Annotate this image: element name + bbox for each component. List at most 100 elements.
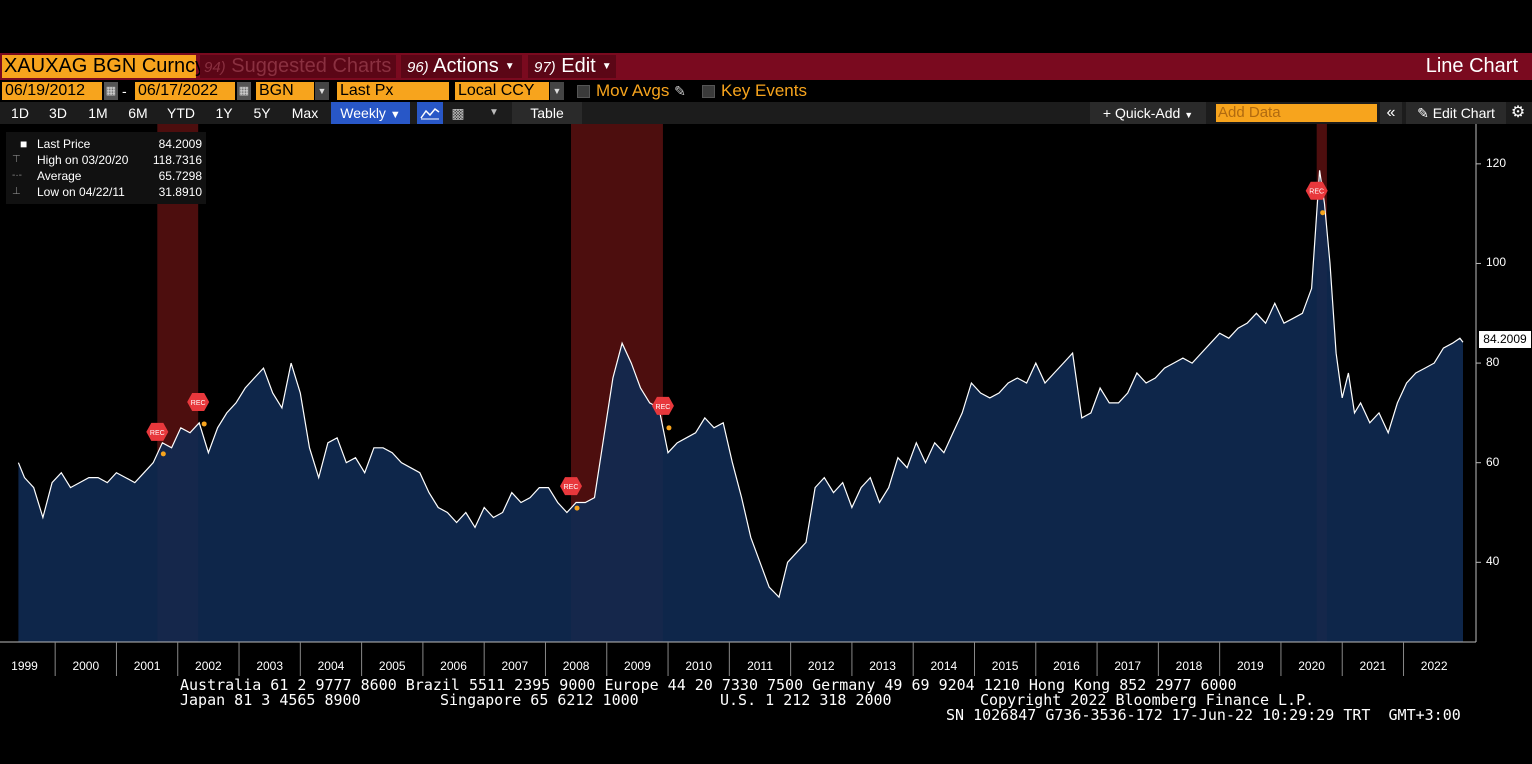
- axes: 1999 2000 2001 2002 2003 2004 2005 2006 2007 2008…: [0, 124, 1481, 676]
- ticker-field[interactable]: XAUXAG BGN Curncy: [2, 55, 206, 78]
- period-button-5y[interactable]: 5Y: [253, 105, 271, 121]
- footer-japan: Japan 81 3 4565 8900: [180, 691, 361, 709]
- legend-row-average: -·- Average 65.7298: [6, 168, 206, 184]
- recession-marker[interactable]: REC: [187, 392, 210, 427]
- period-button-6m[interactable]: 6M: [128, 105, 148, 121]
- edit-chart-label: Edit Chart: [1432, 105, 1495, 121]
- footer-us: U.S. 1 212 318 2000: [720, 691, 892, 709]
- legend-high-value: 118.7316: [152, 153, 202, 167]
- line-chart-glyph: [420, 107, 440, 120]
- x-tick-label: 2007: [501, 659, 528, 673]
- x-tick-label: 2016: [1053, 659, 1080, 673]
- x-tick-label: 2006: [440, 659, 467, 673]
- calendar-icon[interactable]: ▦: [237, 82, 251, 100]
- footer-copyright: Copyright 2022 Bloomberg Finance L.P.: [980, 691, 1315, 709]
- legend-panel: ■ Last Price 84.2009 ⊤ High on 03/20/20 …: [6, 132, 206, 204]
- line-chart-icon[interactable]: [417, 102, 443, 124]
- recession-marker[interactable]: REC: [1305, 181, 1328, 216]
- actions-menu[interactable]: 96) Actions ▼: [401, 55, 522, 78]
- suggested-charts-number: 94): [204, 59, 226, 76]
- x-tick-label: 2001: [134, 659, 161, 673]
- edit-number: 97): [534, 59, 556, 76]
- recession-marker[interactable]: REC: [146, 422, 169, 457]
- legend-row-last: ■ Last Price 84.2009: [6, 136, 206, 152]
- x-tick-label: 2008: [563, 659, 590, 673]
- x-tick-label: 2017: [1114, 659, 1141, 673]
- x-tick-label: 2022: [1421, 659, 1448, 673]
- x-tick-label: 2015: [992, 659, 1019, 673]
- dropdown-arrow-icon[interactable]: ▼: [550, 82, 564, 100]
- period-button-1y[interactable]: 1Y: [215, 105, 233, 121]
- mov-avgs-label[interactable]: Mov Avgs ✎: [596, 81, 686, 101]
- dropdown-arrow-icon[interactable]: ▼: [315, 82, 329, 100]
- x-tick-label: 2019: [1237, 659, 1264, 673]
- edit-chart-button[interactable]: ✎ Edit Chart: [1406, 102, 1506, 124]
- end-date-field[interactable]: 06/17/2022: [135, 82, 235, 100]
- currency-selector[interactable]: Local CCY: [455, 82, 549, 100]
- x-tick-label: 2014: [930, 659, 957, 673]
- x-tick-label: 2003: [256, 659, 283, 673]
- y-tick-label: 80: [1486, 355, 1500, 370]
- y-tick-label: 120: [1486, 155, 1507, 170]
- period-button-3d[interactable]: 3D: [49, 105, 67, 121]
- recession-marker[interactable]: REC: [560, 477, 583, 511]
- calendar-icon[interactable]: ▦: [104, 82, 118, 100]
- period-button-1d[interactable]: 1D: [11, 105, 29, 121]
- x-tick-label: 2000: [72, 659, 99, 673]
- recession-markers: REC REC REC REC REC: [146, 181, 1328, 511]
- quick-add-dropdown[interactable]: + Quick-Add ▼: [1090, 102, 1206, 124]
- mov-avgs-checkbox[interactable]: [577, 85, 590, 98]
- chevron-down-icon: ▼: [389, 109, 401, 121]
- start-date-field[interactable]: 06/19/2012: [2, 82, 102, 100]
- svg-text:REC: REC: [564, 484, 579, 491]
- frequency-dropdown[interactable]: Weekly ▼: [331, 102, 410, 124]
- chevron-down-icon: ▼: [601, 61, 612, 73]
- field-selector[interactable]: Last Px: [337, 82, 449, 100]
- x-tick-label: 2005: [379, 659, 406, 673]
- chevron-down-icon[interactable]: ▼: [489, 107, 499, 118]
- y-tick-label: 100: [1486, 255, 1507, 270]
- y-tick-label: 60: [1486, 454, 1500, 469]
- add-data-input[interactable]: Add Data: [1216, 104, 1377, 122]
- x-tick-label: 2021: [1360, 659, 1387, 673]
- key-events-label[interactable]: Key Events: [721, 81, 807, 100]
- legend-last-label: Last Price: [37, 137, 91, 151]
- candlestick-icon[interactable]: ▩: [451, 105, 465, 121]
- footer-serial: SN 1026847 G736-3536-172 17-Jun-22 10:29…: [946, 706, 1461, 724]
- y-tick-label: 40: [1486, 554, 1500, 569]
- svg-text:REC: REC: [656, 404, 671, 411]
- x-tick-label: 2020: [1298, 659, 1325, 673]
- actions-number: 96): [407, 59, 429, 76]
- average-marker-icon: -·-: [12, 170, 22, 181]
- x-tick-label: 2012: [808, 659, 835, 673]
- mov-avgs-text: Mov Avgs: [596, 81, 670, 100]
- legend-row-high: ⊤ High on 03/20/20 118.7316: [6, 152, 206, 168]
- table-button[interactable]: Table: [512, 102, 582, 124]
- collapse-icon[interactable]: «: [1380, 102, 1402, 124]
- pencil-icon[interactable]: ✎: [674, 83, 686, 99]
- price-chart: 1999 2000 2001 2002 2003 2004 2005 2006 2007 2008…: [0, 124, 1481, 676]
- square-icon: ■: [20, 137, 28, 151]
- source-field[interactable]: BGN: [256, 82, 314, 100]
- quick-add-label: + Quick-Add: [1102, 105, 1181, 121]
- low-marker-icon: ⊥: [12, 186, 21, 197]
- svg-text:REC: REC: [1309, 189, 1324, 196]
- x-tick-label: 2002: [195, 659, 222, 673]
- suggested-charts-button[interactable]: 94) Suggested Charts: [200, 55, 396, 78]
- last-price-badge: 84.2009: [1479, 331, 1531, 348]
- period-button-max[interactable]: Max: [291, 105, 319, 121]
- edit-menu[interactable]: 97) Edit ▼: [528, 55, 616, 78]
- period-button-1m[interactable]: 1M: [88, 105, 108, 121]
- x-tick-label: 2004: [318, 659, 345, 673]
- legend-high-label: High on 03/20/20: [37, 153, 129, 167]
- date-separator: -: [122, 83, 127, 99]
- key-events-checkbox[interactable]: [702, 85, 715, 98]
- svg-text:REC: REC: [191, 400, 206, 407]
- legend-average-label: Average: [37, 169, 82, 183]
- footer-singapore: Singapore 65 6212 1000: [440, 691, 639, 709]
- gear-icon[interactable]: ⚙: [1510, 104, 1526, 121]
- period-button-ytd[interactable]: YTD: [167, 105, 195, 121]
- frequency-label: Weekly: [340, 105, 386, 121]
- footer-contacts-line1: Australia 61 2 9777 8600 Brazil 5511 239…: [180, 676, 1237, 694]
- recession-marker[interactable]: REC: [651, 396, 674, 431]
